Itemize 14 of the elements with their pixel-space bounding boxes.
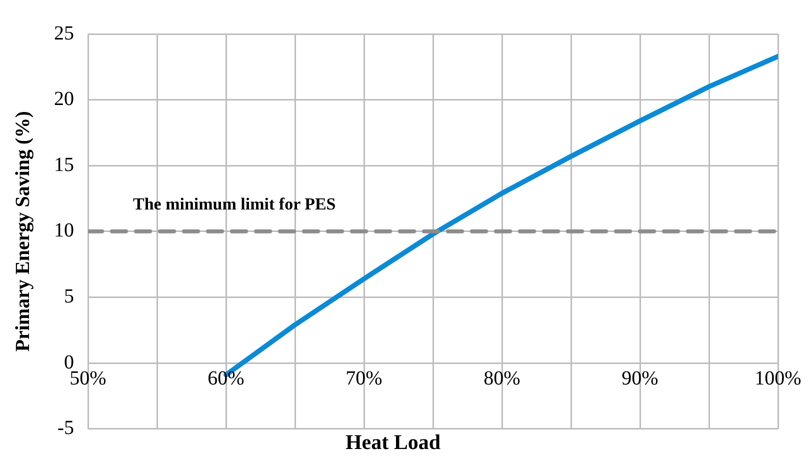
y-axis-title: Primary Energy Saving (%) <box>12 111 34 352</box>
x-tick-label: 60% <box>208 367 244 390</box>
x-tick-label: 80% <box>484 367 520 390</box>
ref-line-label: The minimum limit for PES <box>133 194 336 214</box>
y-tick-label: 20 <box>54 88 74 110</box>
y-tick-label: 25 <box>54 22 74 44</box>
x-tick-label: 70% <box>346 367 382 390</box>
y-tick-label: 5 <box>64 285 74 308</box>
y-tick-label: -5 <box>57 417 74 440</box>
x-tick-label: 100% <box>754 367 802 390</box>
y-tick-label: 10 <box>54 220 74 242</box>
x-axis-title: Heat Load <box>345 430 441 454</box>
x-tick-label: 90% <box>622 367 658 390</box>
y-tick-label: 15 <box>54 154 74 176</box>
